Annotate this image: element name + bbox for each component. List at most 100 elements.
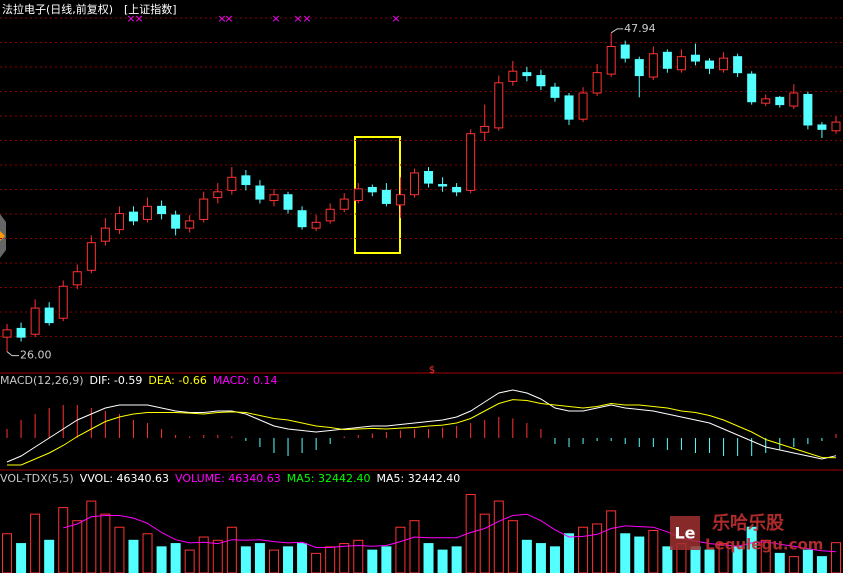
readout: DIF: -0.59 xyxy=(90,374,143,387)
readout: MACD(12,26,9) xyxy=(0,374,84,387)
candle-body xyxy=(283,194,293,210)
candle-body xyxy=(185,220,195,229)
candle-body xyxy=(114,213,124,231)
signal-mark: × xyxy=(134,12,143,25)
candle-body xyxy=(227,176,237,191)
candle-body xyxy=(831,121,841,132)
candle-body xyxy=(789,92,799,107)
volume-bar xyxy=(746,526,757,573)
candle-body xyxy=(634,59,644,77)
signal-mark: × xyxy=(271,12,280,25)
chart-title: 法拉电子(日线,前复权) xyxy=(2,2,113,16)
candle-body xyxy=(747,73,757,103)
readout: MACD: 0.14 xyxy=(213,374,278,387)
volume-bar xyxy=(58,507,69,573)
readout: MA5: 32442.40 xyxy=(377,472,461,485)
candle-body xyxy=(592,72,602,94)
candle-body xyxy=(171,214,181,229)
volume-bar xyxy=(30,513,41,573)
candle-body xyxy=(480,125,490,133)
volume-bar xyxy=(507,520,518,573)
candle-body xyxy=(297,210,307,228)
candle-body xyxy=(452,186,462,193)
chart-subtitle: [上证指数] xyxy=(124,2,177,16)
candle-body xyxy=(803,93,813,126)
volume-bar xyxy=(339,543,350,573)
signal-mark: × xyxy=(302,12,311,25)
volume-bar xyxy=(395,526,406,573)
candle-body xyxy=(494,82,504,129)
volume-bar xyxy=(451,546,462,573)
volume-bar xyxy=(114,526,125,573)
volume-bar xyxy=(535,543,546,573)
candle-body xyxy=(58,285,68,319)
volume-bar xyxy=(564,533,575,573)
candle-body xyxy=(86,242,96,271)
volume-bar xyxy=(2,533,13,573)
ma5-line xyxy=(63,513,837,553)
candle-body xyxy=(536,75,546,87)
volume-bar xyxy=(606,510,617,573)
volume-bar xyxy=(100,513,111,573)
candle-body xyxy=(241,175,251,186)
volume-bar xyxy=(662,546,673,573)
candle-body xyxy=(508,70,518,82)
volume-bar xyxy=(578,526,589,573)
candle-body xyxy=(676,56,686,71)
candle-body xyxy=(395,194,405,206)
signal-mark: × xyxy=(391,12,400,25)
volume-bar xyxy=(254,543,265,573)
candle-body xyxy=(719,57,729,71)
candle-body xyxy=(620,44,630,59)
candle-body xyxy=(550,86,560,98)
candle-body xyxy=(522,72,532,77)
volume-bar xyxy=(704,549,715,573)
max-label: 47.94 xyxy=(624,22,656,35)
readout: VOL-TDX(5,5) xyxy=(0,472,74,485)
candle-body xyxy=(339,198,349,210)
volume-bar xyxy=(521,539,532,573)
candle-body xyxy=(16,327,26,338)
candle-body xyxy=(761,98,771,104)
volume-bar xyxy=(620,533,631,573)
watermark-logo xyxy=(670,516,700,550)
candle-body xyxy=(30,307,40,335)
candle-body xyxy=(353,188,363,202)
candle-body xyxy=(466,133,476,191)
volume-bar xyxy=(128,539,139,573)
volume-bar xyxy=(592,523,603,573)
candle-body xyxy=(311,221,321,229)
candle-body xyxy=(438,184,448,187)
volume-bar xyxy=(437,549,448,573)
annotation-leader xyxy=(6,351,20,357)
candle-body xyxy=(648,53,658,78)
volume-bar xyxy=(240,546,251,573)
candle-body xyxy=(564,95,574,120)
volume-bar xyxy=(830,542,841,573)
candle-body xyxy=(367,186,377,193)
candle-body xyxy=(269,194,279,202)
volume-bar xyxy=(423,543,434,573)
candle-body xyxy=(128,211,138,222)
candle-body xyxy=(578,92,588,120)
volume-bar xyxy=(72,520,83,573)
watermark-url: Lequlegu.com xyxy=(705,536,823,554)
volume-bar xyxy=(283,546,294,573)
signal-mark: × xyxy=(224,12,233,25)
signal-mark: × xyxy=(217,12,226,25)
volume-bar xyxy=(325,546,336,573)
candle-body xyxy=(662,51,672,69)
candle-body xyxy=(733,56,743,74)
candle-body xyxy=(72,271,82,286)
readout: VVOL: 46340.63 xyxy=(80,472,169,485)
volume-bar xyxy=(86,500,97,573)
volume-bar xyxy=(44,539,55,573)
candle-body xyxy=(424,170,434,184)
volume-bar xyxy=(367,549,378,573)
volume-bar xyxy=(493,500,504,573)
candle-body xyxy=(44,307,54,324)
volume-bar xyxy=(170,543,181,573)
candle-body xyxy=(817,124,827,130)
